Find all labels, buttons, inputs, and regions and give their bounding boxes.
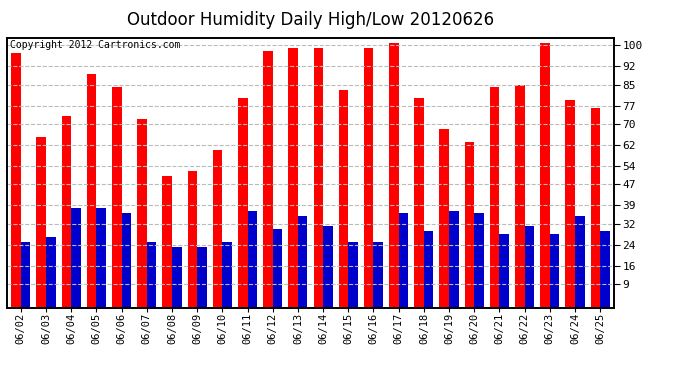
Bar: [222, 242, 232, 308]
Bar: [21, 242, 30, 308]
Bar: [600, 231, 610, 308]
Bar: [399, 213, 408, 308]
Bar: [440, 129, 449, 308]
Bar: [147, 242, 157, 308]
Bar: [364, 48, 373, 308]
Bar: [298, 216, 308, 308]
Text: Copyright 2012 Cartronics.com: Copyright 2012 Cartronics.com: [10, 40, 180, 50]
Bar: [288, 48, 298, 308]
Bar: [500, 234, 509, 308]
Bar: [323, 226, 333, 308]
Bar: [464, 142, 474, 308]
Bar: [248, 210, 257, 308]
Bar: [515, 85, 524, 308]
Bar: [424, 231, 433, 308]
Bar: [591, 108, 600, 307]
Bar: [263, 51, 273, 308]
Bar: [137, 119, 147, 308]
Bar: [71, 208, 81, 308]
Bar: [550, 234, 560, 308]
Bar: [61, 116, 71, 308]
Bar: [172, 247, 181, 308]
Bar: [339, 90, 348, 308]
Bar: [213, 150, 222, 308]
Bar: [348, 242, 358, 308]
Bar: [373, 242, 383, 308]
Bar: [238, 98, 248, 308]
Bar: [524, 226, 534, 308]
Bar: [112, 87, 121, 308]
Bar: [273, 229, 282, 308]
Bar: [121, 213, 131, 308]
Bar: [490, 87, 500, 308]
Text: Outdoor Humidity Daily High/Low 20120626: Outdoor Humidity Daily High/Low 20120626: [127, 11, 494, 29]
Bar: [162, 176, 172, 308]
Bar: [313, 48, 323, 308]
Bar: [389, 43, 399, 308]
Bar: [414, 98, 424, 308]
Bar: [87, 74, 97, 307]
Bar: [37, 137, 46, 308]
Bar: [188, 171, 197, 308]
Bar: [449, 210, 459, 308]
Bar: [97, 208, 106, 308]
Bar: [11, 53, 21, 307]
Bar: [575, 216, 584, 308]
Bar: [566, 100, 575, 308]
Bar: [46, 237, 55, 308]
Bar: [197, 247, 207, 308]
Bar: [540, 43, 550, 308]
Bar: [474, 213, 484, 308]
